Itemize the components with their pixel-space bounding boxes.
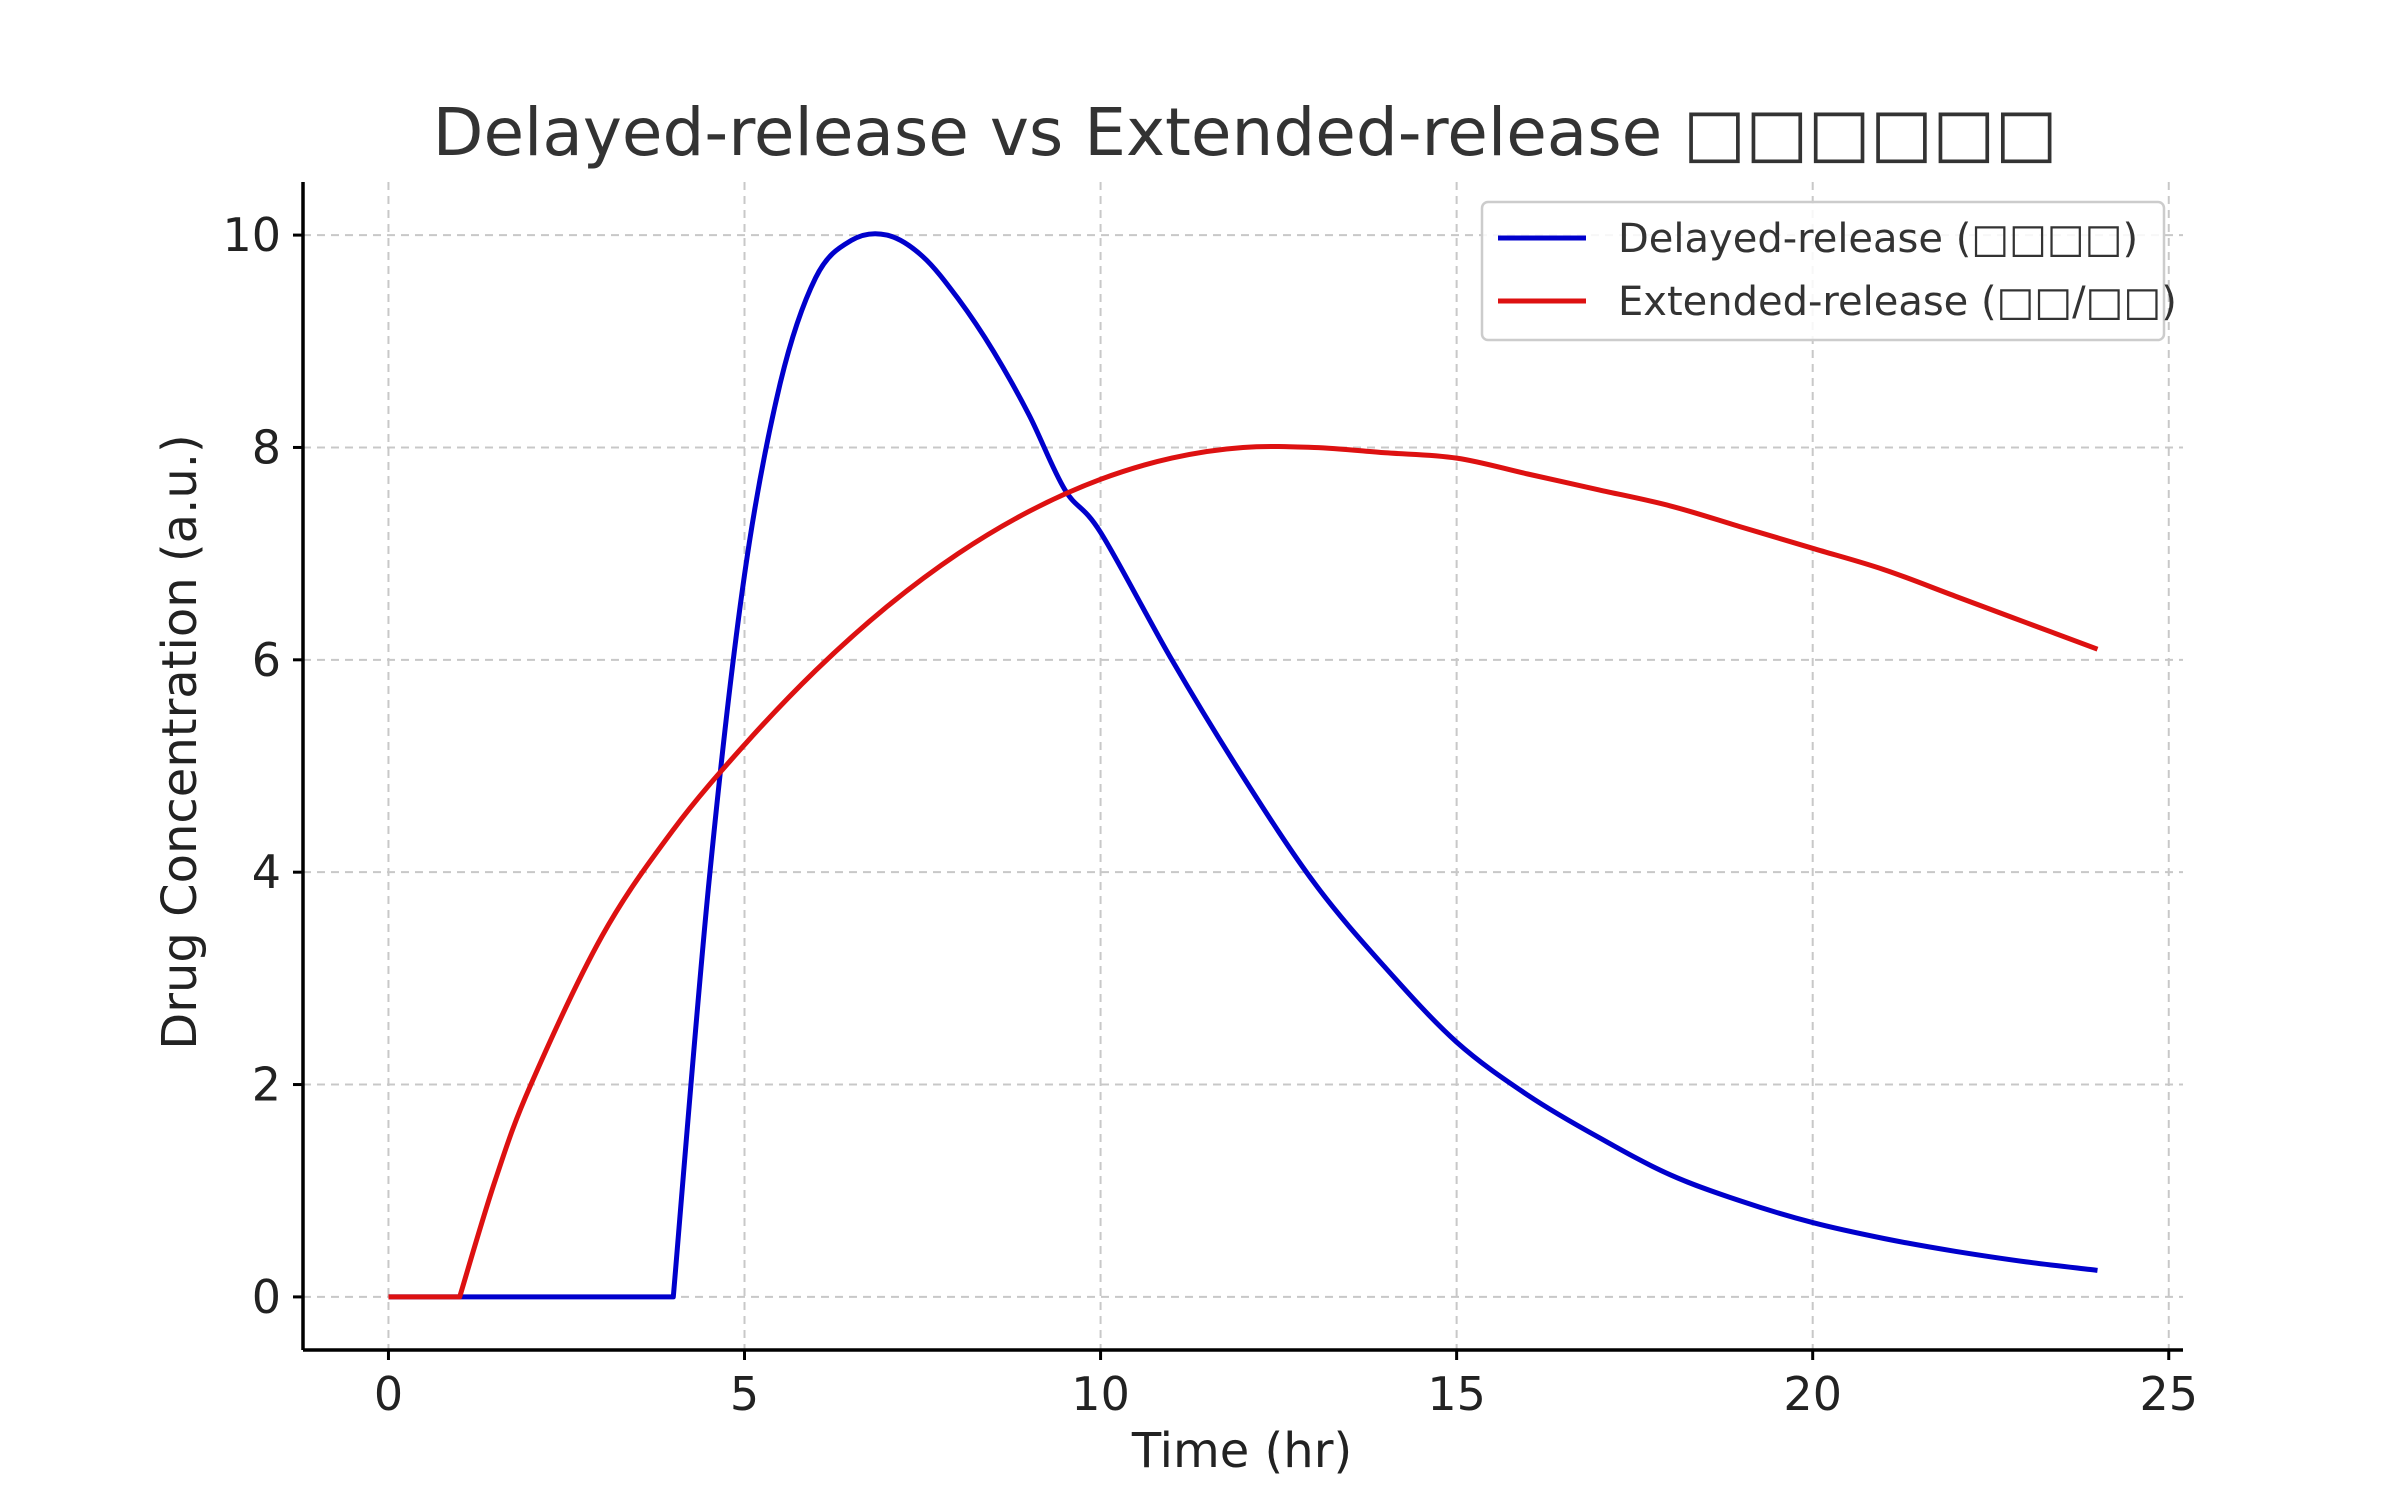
legend-label-extended: Extended-release (□□/□□)	[1618, 279, 2177, 325]
grid	[303, 182, 2183, 1350]
y-tick-label: 4	[252, 845, 281, 899]
x-tick-label: 15	[1427, 1367, 1486, 1421]
legend-label-delayed: Delayed-release (□□□□)	[1618, 216, 2138, 262]
legend: Delayed-release (□□□□) Extended-release …	[1480, 200, 2177, 342]
x-tick-label: 0	[374, 1367, 403, 1421]
y-tick-label: 2	[252, 1058, 281, 1112]
y-tick-label: 6	[252, 633, 281, 687]
x-tick-label: 5	[730, 1367, 759, 1421]
legend-box	[1480, 200, 2166, 342]
chart-title: Delayed-release vs Extended-release □□□□…	[433, 94, 2058, 171]
series-lines	[388, 231, 2099, 1300]
series-line-extended-release	[388, 443, 2099, 1300]
y-tick-label: 0	[252, 1270, 281, 1324]
x-tick-label: 25	[2139, 1367, 2198, 1421]
tick-labels: 0 5 10 15 20 25 0 2 4 6 8 10	[222, 208, 2198, 1421]
series-line-delayed-release	[388, 231, 2098, 1300]
x-tick-label: 20	[1783, 1367, 1842, 1421]
x-axis-label: Time (hr)	[1131, 1423, 1352, 1479]
y-tick-label: 8	[252, 420, 281, 474]
y-axis-label: Drug Concentration (a.u.)	[152, 434, 208, 1049]
axes	[293, 182, 2183, 1360]
y-tick-label: 10	[222, 208, 281, 262]
x-tick-label: 10	[1071, 1367, 1130, 1421]
